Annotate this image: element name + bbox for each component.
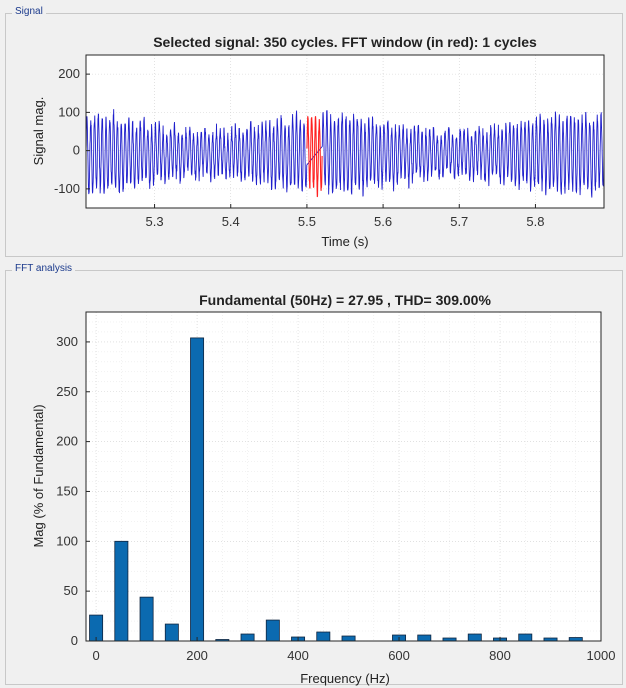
signal-x-tick-label: 5.7 <box>450 214 468 229</box>
fft-bar-350hz <box>265 619 280 642</box>
fft-y-tick-label: 250 <box>56 384 78 399</box>
fft-x-axis-label: Frequency (Hz) <box>300 671 390 686</box>
fft-bar-150hz <box>164 623 179 642</box>
fft-y-tick-label: 300 <box>56 334 78 349</box>
fft-y-tick-label: 50 <box>64 583 78 598</box>
fft-bar-650hz <box>417 634 432 642</box>
fft-bar-450hz <box>316 631 331 642</box>
fft-y-tick-label: 100 <box>56 533 78 548</box>
fft-x-tick-label: 200 <box>186 648 208 663</box>
signal-series-line <box>85 109 605 198</box>
signal-y-tick-label: 0 <box>73 143 80 158</box>
fft-y-tick-label: 150 <box>56 483 78 498</box>
fft-bar-850hz <box>518 633 533 642</box>
signal-chart-title: Selected signal: 350 cycles. FFT window … <box>153 34 537 50</box>
fft-chart: Fundamental (50Hz) = 27.95 , THD= 309.00… <box>31 292 616 686</box>
signal-panel: Signal <box>5 6 623 257</box>
fft-x-tick-label: 400 <box>287 648 309 663</box>
signal-x-tick-label: 5.4 <box>222 214 240 229</box>
fft-x-tick-label: 1000 <box>587 648 616 663</box>
fft-panel-label: FFT analysis <box>12 263 76 274</box>
signal-x-axis-label: Time (s) <box>321 234 368 249</box>
fft-panel: FFT analysis <box>5 263 623 685</box>
signal-x-tick-label: 5.6 <box>374 214 392 229</box>
fft-y-tick-label: 200 <box>56 434 78 449</box>
fft-bar-50hz <box>114 540 129 642</box>
signal-y-tick-label: 200 <box>58 66 80 81</box>
signal-panel-label: Signal <box>12 6 46 17</box>
fft-y-axis-label: Mag (% of Fundamental) <box>31 404 46 547</box>
fft-bar-750hz <box>467 633 482 642</box>
signal-y-tick-label: 100 <box>58 104 80 119</box>
signal-x-tick-label: 5.8 <box>526 214 544 229</box>
fft-x-tick-label: 800 <box>489 648 511 663</box>
fft-bar-950hz <box>568 637 583 642</box>
signal-x-tick-label: 5.5 <box>298 214 316 229</box>
fft-bar-200hz <box>190 337 205 642</box>
fft-chart-title: Fundamental (50Hz) = 27.95 , THD= 309.00… <box>199 292 491 308</box>
fft-x-tick-label: 0 <box>92 648 99 663</box>
signal-axes-box <box>85 54 605 209</box>
signal-y-axis-label: Signal mag. <box>31 97 46 166</box>
fft-axes-box <box>85 311 602 642</box>
signal-y-tick-label: -100 <box>54 181 80 196</box>
signal-chart: Selected signal: 350 cycles. FFT window … <box>31 34 605 249</box>
fft-y-tick-label: 0 <box>71 633 78 648</box>
signal-x-tick-label: 5.3 <box>146 214 164 229</box>
fft-x-tick-label: 600 <box>388 648 410 663</box>
fft-plot-area <box>86 312 601 641</box>
fft-window-series-line <box>306 116 323 198</box>
fft-bar-300hz <box>240 633 255 642</box>
fft-bar-500hz <box>341 635 356 642</box>
fft-bar-100hz <box>139 596 154 642</box>
